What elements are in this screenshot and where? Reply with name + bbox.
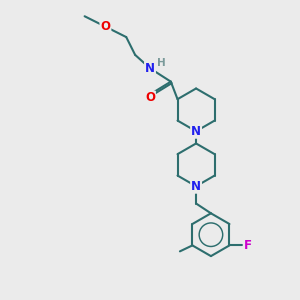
Text: H: H [157,58,166,68]
Text: N: N [191,125,201,138]
Text: N: N [145,62,155,75]
Text: F: F [244,239,252,252]
Text: O: O [145,92,155,104]
Text: N: N [191,180,201,193]
Text: O: O [100,20,110,33]
